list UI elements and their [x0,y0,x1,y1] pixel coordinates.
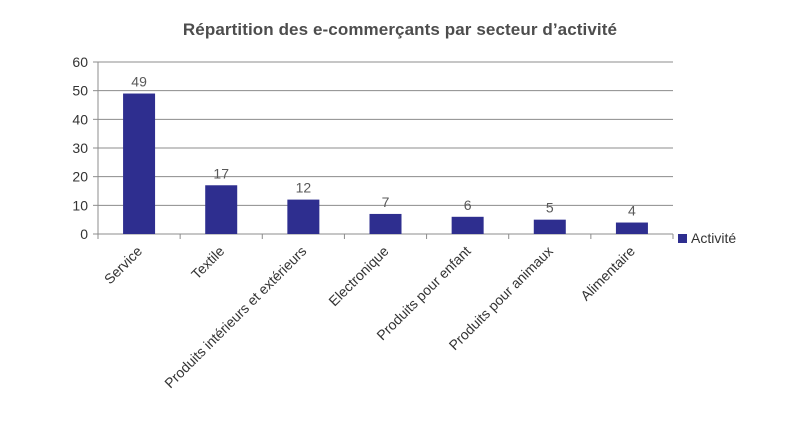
bar-5 [533,219,566,234]
y-tick-label-0: 0 [80,226,88,242]
category-label-0: Service [101,243,145,287]
y-tick-label-10: 10 [72,197,88,213]
chart-title: Répartition des e-commerçants par secteu… [182,20,618,39]
y-tick-label-50: 50 [72,83,88,99]
category-label-2: Produits intérieurs et extérieurs [161,243,309,391]
bar-2 [287,199,320,234]
category-label-1: Textile [188,243,228,283]
category-label-3: Electronique [325,243,391,309]
y-tick-label-20: 20 [72,169,88,185]
data-label-4: 6 [464,197,472,213]
legend-label: Activité [691,230,736,246]
data-label-0: 49 [131,74,147,90]
legend-swatch [678,234,687,243]
bar-4 [451,216,484,234]
data-label-1: 17 [213,165,229,181]
bar-6 [615,222,648,234]
y-tick-label-60: 60 [72,54,88,70]
data-label-6: 4 [628,203,636,219]
data-label-3: 7 [382,194,390,210]
bar-0 [123,93,156,235]
bar-1 [205,185,238,234]
category-label-6: Alimentaire [577,243,638,304]
y-tick-label-40: 40 [72,111,88,127]
y-tick-label-30: 30 [72,140,88,156]
data-label-2: 12 [296,180,312,196]
data-label-5: 5 [546,200,554,216]
bar-3 [369,213,402,234]
